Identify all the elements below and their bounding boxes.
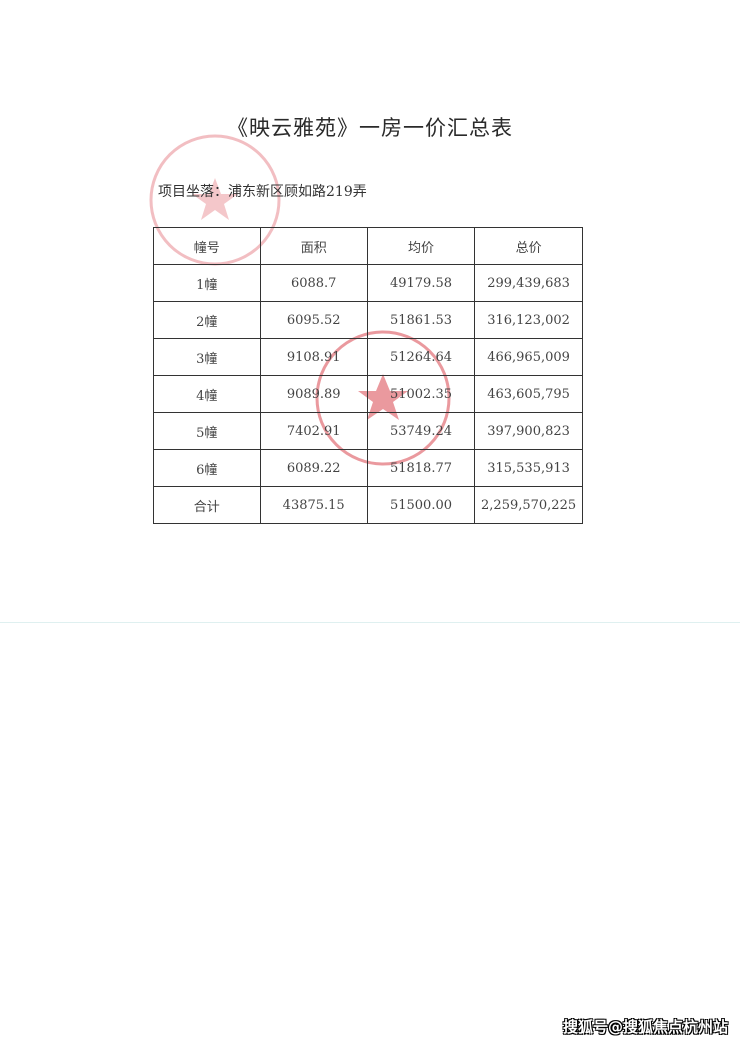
cell: 49179.58 bbox=[366, 264, 476, 302]
cell: 3幢 bbox=[153, 338, 261, 376]
table-row: 2幢 6095.52 51861.53 316,123,002 bbox=[153, 301, 583, 339]
table-row: 1幢 6088.7 49179.58 299,439,683 bbox=[153, 264, 583, 302]
cell: 463,605,795 bbox=[474, 375, 583, 413]
cell: 299,439,683 bbox=[474, 264, 583, 302]
table-total-row: 合计 43875.15 51500.00 2,259,570,225 bbox=[153, 486, 583, 524]
cell: 43875.15 bbox=[259, 486, 368, 524]
cell: 53749.24 bbox=[366, 412, 476, 450]
watermark: 搜狐号@搜狐焦点杭州站 bbox=[562, 1018, 728, 1036]
header-avg-price: 均价 bbox=[366, 227, 476, 265]
header-area: 面积 bbox=[259, 227, 368, 265]
cell: 315,535,913 bbox=[474, 449, 583, 487]
page-divider bbox=[0, 622, 740, 623]
cell: 5幢 bbox=[153, 412, 261, 450]
cell: 9108.91 bbox=[259, 338, 368, 376]
cell: 466,965,009 bbox=[474, 338, 583, 376]
cell: 397,900,823 bbox=[474, 412, 583, 450]
table-row: 4幢 9089.89 51002.35 463,605,795 bbox=[153, 375, 583, 413]
cell: 7402.91 bbox=[259, 412, 368, 450]
cell: 合计 bbox=[153, 486, 261, 524]
cell: 51818.77 bbox=[366, 449, 476, 487]
cell: 51002.35 bbox=[366, 375, 476, 413]
cell: 6095.52 bbox=[259, 301, 368, 339]
page-title: 《映云雅苑》一房一价汇总表 bbox=[227, 116, 513, 140]
cell: 1幢 bbox=[153, 264, 261, 302]
cell: 6089.22 bbox=[259, 449, 368, 487]
cell: 6幢 bbox=[153, 449, 261, 487]
cell: 51500.00 bbox=[366, 486, 476, 524]
cell: 51861.53 bbox=[366, 301, 476, 339]
cell: 2,259,570,225 bbox=[474, 486, 583, 524]
table-header-row: 幢号 面积 均价 总价 bbox=[153, 227, 583, 265]
table-row: 5幢 7402.91 53749.24 397,900,823 bbox=[153, 412, 583, 450]
cell: 4幢 bbox=[153, 375, 261, 413]
cell: 2幢 bbox=[153, 301, 261, 339]
cell: 9089.89 bbox=[259, 375, 368, 413]
cell: 6088.7 bbox=[259, 264, 368, 302]
price-summary-table: 幢号 面积 均价 总价 1幢 6088.7 49179.58 299,439,683 … bbox=[153, 227, 583, 524]
header-total-price: 总价 bbox=[474, 227, 583, 265]
project-location: 项目坐落：浦东新区顾如路219弄 bbox=[158, 184, 367, 200]
table-row: 3幢 9108.91 51264.64 466,965,009 bbox=[153, 338, 583, 376]
header-building: 幢号 bbox=[153, 227, 261, 265]
table-row: 6幢 6089.22 51818.77 315,535,913 bbox=[153, 449, 583, 487]
cell: 51264.64 bbox=[366, 338, 476, 376]
cell: 316,123,002 bbox=[474, 301, 583, 339]
